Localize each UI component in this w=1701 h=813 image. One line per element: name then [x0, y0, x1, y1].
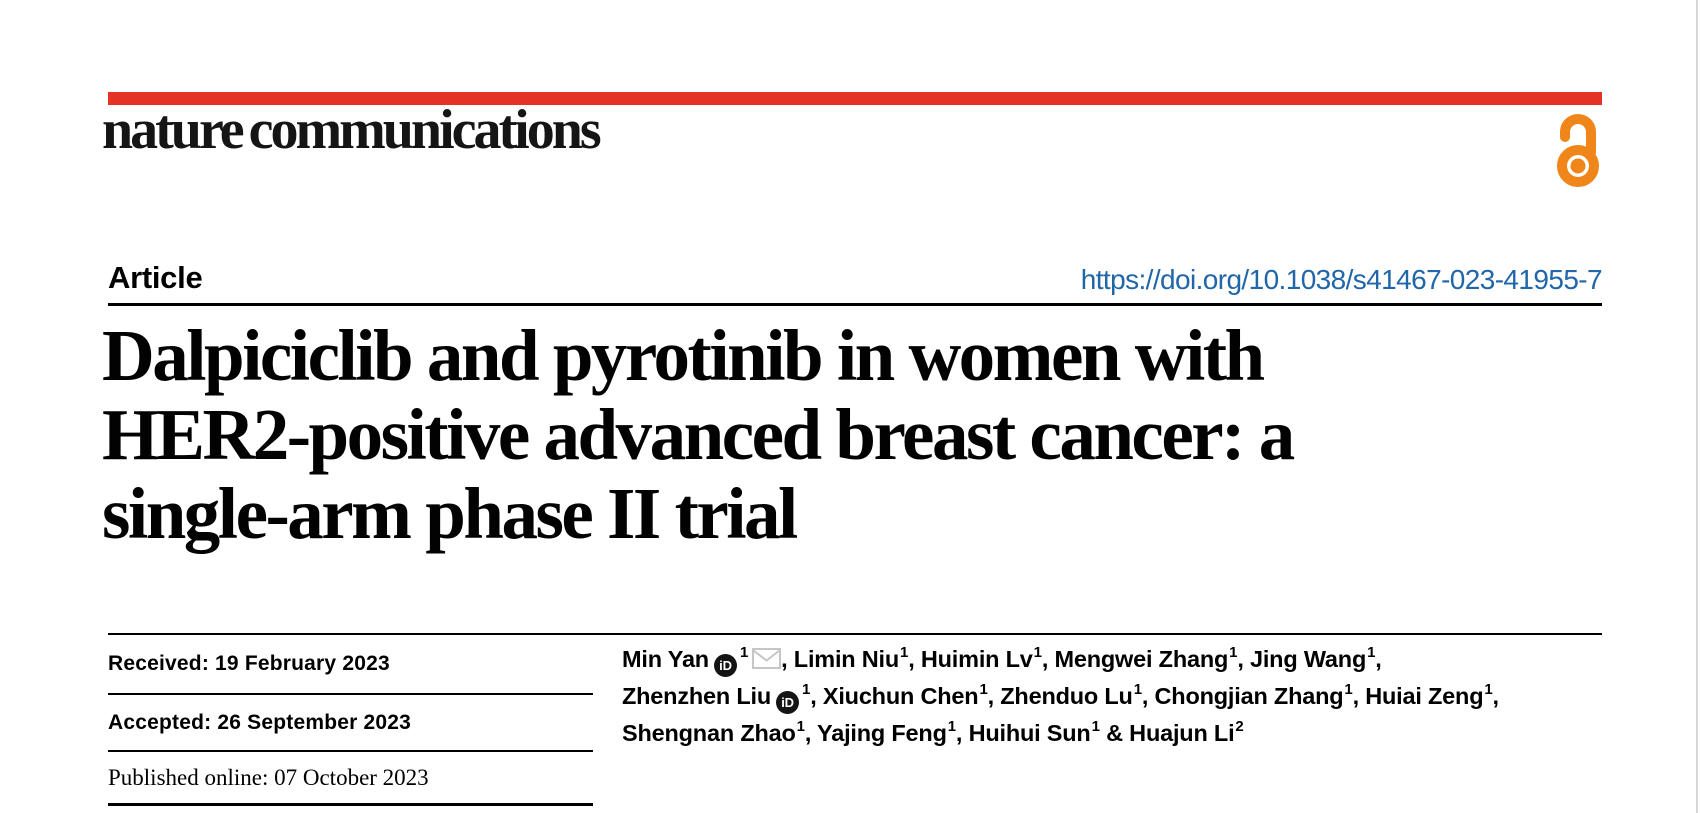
affiliation-superscript: 1: [802, 681, 811, 699]
open-access-icon: [1557, 114, 1599, 187]
affiliation-superscript: 1: [979, 681, 988, 699]
author-separator: ,: [1375, 646, 1382, 672]
journal-logo: nature communications: [102, 99, 602, 161]
author-name: Mengwei Zhang: [1054, 646, 1229, 672]
affiliation-superscript: 1: [1484, 681, 1493, 699]
affiliation-superscript: 1: [1344, 681, 1353, 699]
article-history: Received: 19 February 2023 Accepted: 26 …: [108, 635, 593, 806]
received-date: Received: 19 February 2023: [108, 652, 390, 675]
affiliation-superscript: 1: [900, 644, 909, 662]
author-separator: ,: [908, 646, 921, 672]
author-name: Yajing Feng: [817, 720, 947, 746]
published-date: Published online: 07 October 2023: [108, 764, 429, 790]
author-list: Min Yan iD1, Limin Niu1, Huimin Lv1, Meng…: [622, 641, 1622, 752]
accepted-date: Accepted: 26 September 2023: [108, 710, 412, 734]
author-separator: ,: [1141, 683, 1155, 709]
article-title: Dalpiciclib and pyrotinib in women with …: [102, 316, 1562, 553]
brand-accent-bar: [108, 92, 1602, 105]
affiliation-superscript: 2: [1235, 718, 1244, 736]
email-icon[interactable]: [752, 646, 782, 672]
author-name: Huajun Li: [1129, 720, 1235, 746]
author-line: Shengnan Zhao1, Yajing Feng1, Huihui Sun…: [622, 715, 1622, 752]
doi-link[interactable]: https://doi.org/10.1038/s41467-023-41955…: [1080, 264, 1603, 295]
affiliation-superscript: 1: [1133, 681, 1142, 699]
author-line: Min Yan iD1, Limin Niu1, Huimin Lv1, Meng…: [622, 641, 1622, 678]
title-line-3: single-arm phase II trial: [102, 473, 798, 554]
title-line-2: HER2-positive advanced breast cancer: a: [102, 394, 1295, 475]
author-separator: ,: [1492, 683, 1500, 709]
author-name: Jing Wang: [1249, 646, 1367, 672]
author-name: Huihui Sun: [968, 720, 1091, 746]
author-name: Min Yan: [622, 646, 709, 672]
page-edge-divider: [1696, 0, 1698, 813]
author-name: Huimin Lv: [920, 646, 1033, 672]
received-date-row: Received: 19 February 2023: [108, 635, 593, 695]
section-divider-rule: [108, 633, 1602, 635]
affiliation-superscript: 1: [1367, 644, 1376, 662]
author-separator: ,: [987, 683, 1001, 709]
affiliation-superscript: 1: [1091, 718, 1100, 736]
author-line: Zhenzhen Liu iD1, Xiuchun Chen1, Zhenduo …: [622, 678, 1622, 715]
author-name: Zhenduo Lu: [1000, 683, 1133, 709]
author-name: Shengnan Zhao: [622, 720, 796, 746]
author-name: Chongjian Zhang: [1154, 683, 1344, 709]
article-type-row: Article https://doi.org/10.1038/s41467-0…: [108, 254, 1603, 296]
author-name: Limin Niu: [793, 646, 900, 672]
affiliation-superscript: 1: [1033, 644, 1042, 662]
author-name: Xiuchun Chen: [822, 683, 979, 709]
author-separator: ,: [804, 720, 818, 746]
article-type-label: Article: [108, 260, 203, 295]
affiliation-superscript: 1: [1229, 644, 1238, 662]
author-separator: ,: [781, 646, 794, 672]
author-name: Huiai Zeng: [1365, 683, 1484, 709]
author-separator: ,: [1041, 646, 1055, 672]
orcid-icon[interactable]: iD: [776, 691, 800, 714]
author-separator: ,: [1237, 646, 1250, 672]
author-separator: &: [1099, 720, 1130, 746]
author-separator: ,: [1352, 683, 1366, 709]
affiliation-superscript: 1: [947, 718, 956, 736]
accepted-date-row: Accepted: 26 September 2023: [108, 695, 593, 752]
affiliation-superscript: 1: [796, 718, 805, 736]
affiliation-superscript: 1: [739, 644, 749, 662]
author-separator: ,: [810, 683, 823, 709]
author-separator: ,: [955, 720, 969, 746]
orcid-icon[interactable]: iD: [713, 654, 737, 677]
published-date-row: Published online: 07 October 2023: [108, 752, 593, 806]
header-rule: [108, 303, 1602, 306]
author-name: Zhenzhen Liu: [622, 683, 772, 709]
title-line-1: Dalpiciclib and pyrotinib in women with: [102, 315, 1265, 396]
